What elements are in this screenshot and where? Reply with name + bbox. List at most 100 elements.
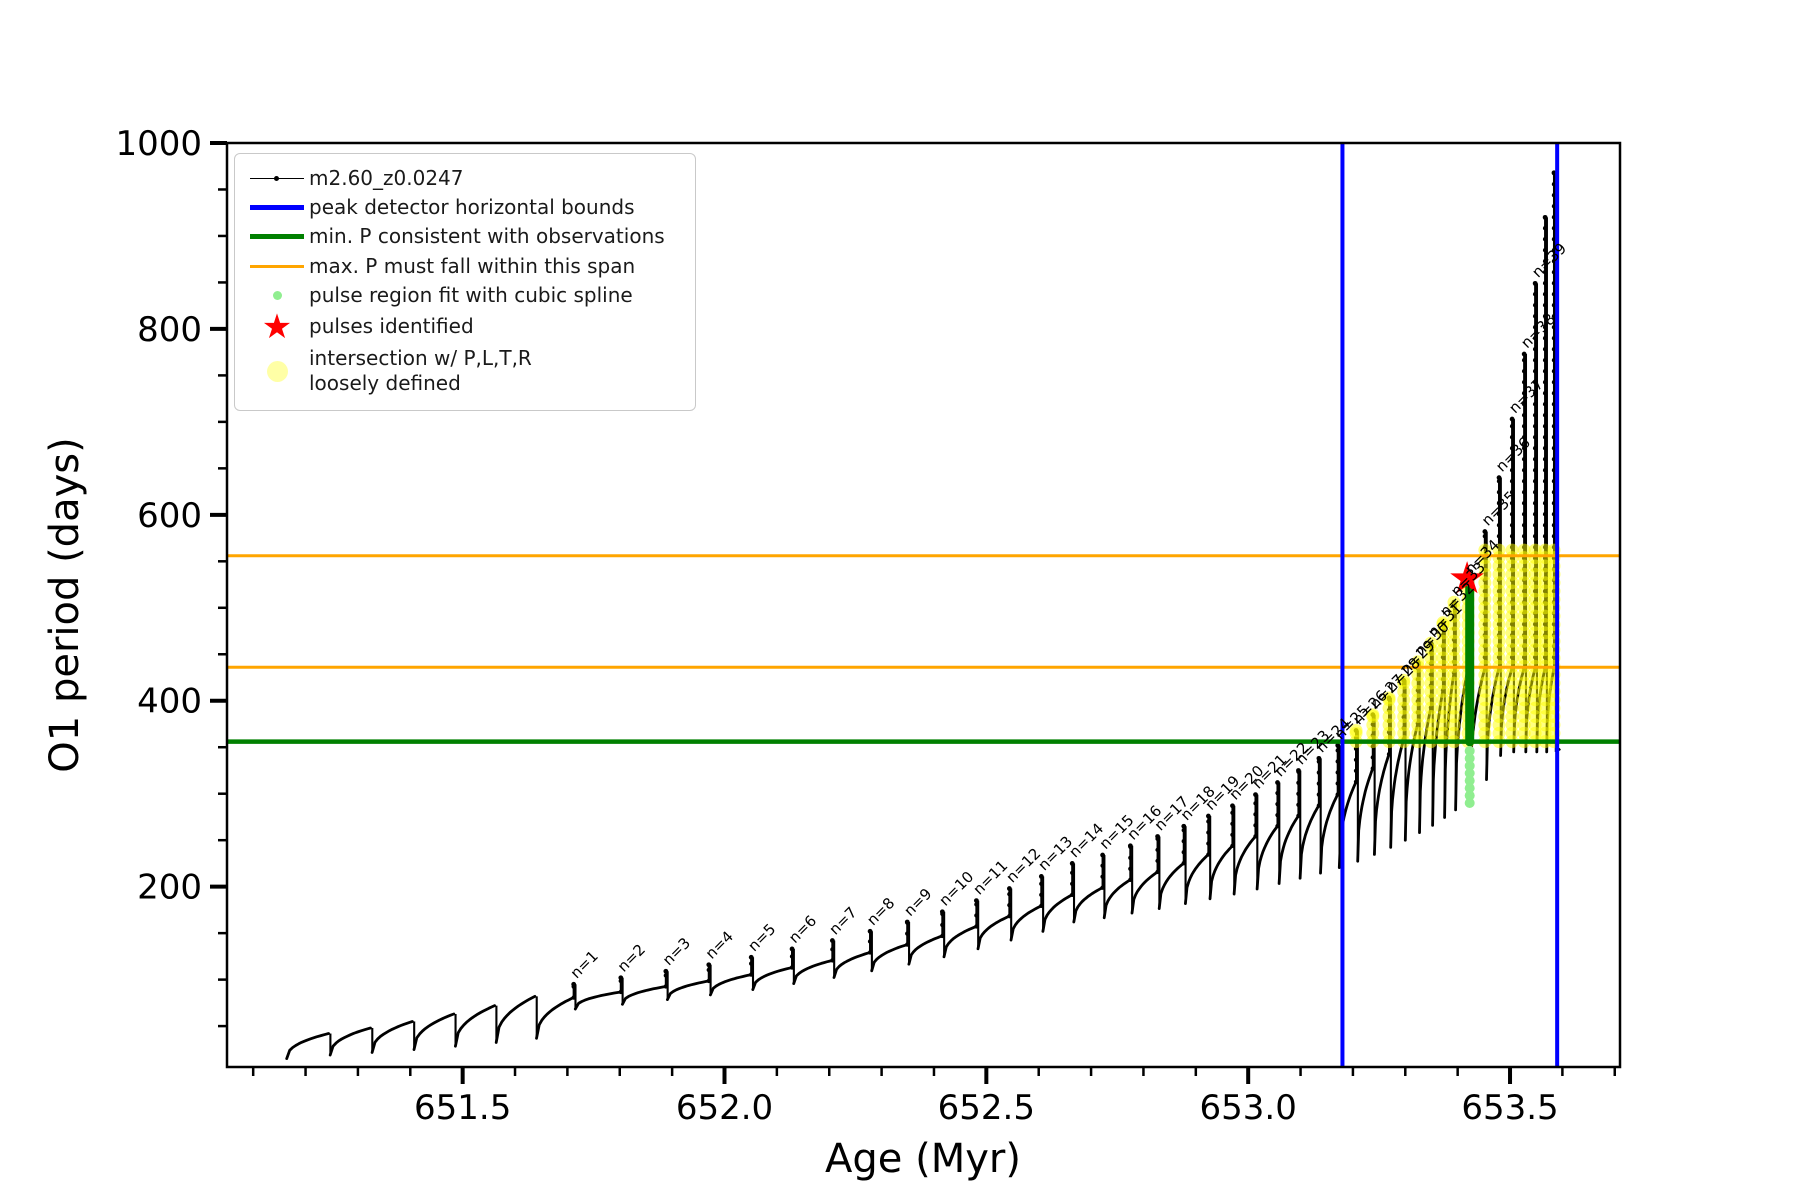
y-tick-label: 1000 [115,124,202,164]
plot-render-root: ★n=1 n=2 n=3 n=4 n=5 n=6 n=7 n=8 n=9 n=10n=11n=12… [115,124,1622,1128]
pulse-arc [1277,814,1300,885]
pulse-arc [1232,834,1257,896]
identified-pulse-star-icon: ★ [1447,553,1486,604]
pulse-arc [573,990,623,1011]
intersection-dot [1349,723,1363,737]
pulse-arc [1184,853,1210,905]
pulse-arc [976,914,1011,951]
pulse-arc [1373,752,1391,856]
pulse-arc [1389,737,1406,849]
legend-entry: min. P consistent with observations [245,224,681,249]
legend-entry: pulse region fit with cubic spline [245,283,681,308]
pulse-arc [1102,878,1132,920]
legend-swatch [250,234,304,240]
x-tick-label: 653.5 [1461,1088,1558,1128]
x-tick-label: 651.5 [414,1088,511,1128]
pulse-arc [1041,893,1074,933]
pulse-arc [621,985,668,1006]
pulse-arc [370,1020,414,1054]
large-dot-icon [245,360,309,382]
plot-frame [225,141,1622,1069]
pulse-arc [1319,793,1340,875]
legend-entry: m2.60_z0.0247 [245,166,681,191]
legend-entry: max. P must fall within this span [245,254,681,279]
pulse-arc [1009,904,1043,942]
pulse-arc [1356,767,1375,863]
pulse-arc [535,996,576,1040]
intersection-dot [1517,543,1531,557]
pulse-arc [1255,824,1279,891]
spline-fit-dot [1464,768,1475,779]
pulse-arc [453,1004,497,1048]
line-swatch-icon [245,264,309,268]
star-icon: ★ [245,306,309,347]
pulse-arc [1208,844,1234,901]
legend-swatch [272,290,282,300]
intersection-dot [1478,543,1492,557]
legend-entry: intersection w/ P,L,T,R loosely defined [245,346,681,396]
intersection-dot [1424,636,1438,650]
pulse-number-label: n=5 [744,920,779,955]
pulse-arc [709,973,753,997]
line-marker-icon [245,175,309,181]
intersection-dot [1447,595,1461,609]
pulse-number-label: n=9 [900,885,935,920]
pulse-arc [1298,804,1321,880]
pulse-arc [832,951,872,979]
pulse-arc [1072,886,1104,924]
pulse-arc [907,934,944,966]
spline-fit-dot [1464,798,1475,808]
thick-line-swatch-icon [245,234,309,240]
legend-entry-label: min. P consistent with observations [309,224,665,249]
pulse-number-label: n=10 [935,868,977,910]
pulse-arc [751,966,794,991]
y-tick-label: 800 [137,310,202,350]
intersection-dot [1538,543,1552,557]
legend-swatch [250,205,304,211]
x-axis-label: Age (Myr) [825,1136,1021,1182]
intersection-dot [1528,543,1542,557]
pulse-arc [494,995,537,1044]
pulse-markers: ★ [1447,553,1487,808]
legend-swatch: ★ [261,306,293,347]
pulse-arc [328,1026,372,1057]
y-axis-label: O1 period (days) [42,437,88,772]
legend-entry-label: pulses identified [309,314,474,339]
pulse-number-label: n=1 [567,947,602,982]
pulse-arc [942,925,978,959]
spline-fit-dot [1464,790,1475,801]
pulse-labels: n=1 n=2 n=3 n=4 n=5 n=6 n=7 n=8 n=9 n=10n=11n=12n… [567,239,1570,982]
y-tick-label: 200 [137,868,202,908]
x-tick-label: 652.0 [676,1088,773,1128]
x-tick-label: 652.5 [938,1088,1035,1128]
pulse-number-label: n=6 [785,912,820,947]
intersection-dot [1505,543,1519,557]
bound-lines [227,143,1620,1067]
legend-entry: peak detector horizontal bounds [245,195,681,220]
pulse-arc [870,943,909,973]
spline-fit-bar [1465,581,1475,747]
spline-fit-dot [1464,775,1475,786]
intersection-dot [1436,616,1450,630]
pulse-arc [666,979,711,1001]
legend-swatch [250,264,304,268]
y-tick-label: 400 [137,682,202,722]
legend-entry: ★ pulses identified [245,306,681,347]
legend-entry-label: m2.60_z0.0247 [309,166,464,190]
pulse-arc [412,1012,456,1051]
intersection-dot [1382,691,1396,705]
spline-fit-dot [1464,753,1475,764]
intersection-dot [1492,543,1506,557]
legend-entry-label: intersection w/ P,L,T,R loosely defined [309,345,532,396]
pulse-arc [792,959,834,985]
pulse-number-label: n=3 [659,934,694,969]
x-tick-label: 653.0 [1200,1088,1297,1128]
pulse-number-label: n=2 [614,940,649,975]
intersection-dot [1411,655,1425,669]
axes: 651.5 652.0 652.5 653.0 653.5 200 400 600 800 100… [115,124,1622,1128]
intersection-dot [1366,708,1380,722]
pulse-number-label: n=4 [702,927,737,962]
